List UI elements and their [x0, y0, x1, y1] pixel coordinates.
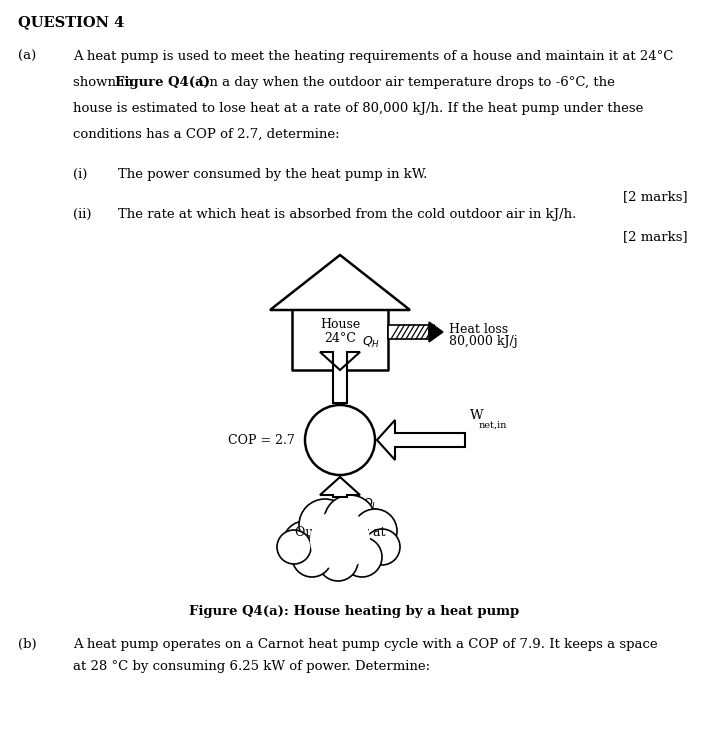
Bar [388, 325, 429, 339]
Text: . On a day when the outdoor air temperature drops to -6°C, the: . On a day when the outdoor air temperat… [190, 76, 615, 89]
Circle shape [292, 537, 332, 577]
Circle shape [310, 510, 370, 570]
Text: conditions has a COP of 2.7, determine:: conditions has a COP of 2.7, determine: [73, 128, 340, 141]
Text: $Q_L$: $Q_L$ [362, 497, 378, 512]
Text: COP = 2.7: COP = 2.7 [228, 434, 295, 447]
Text: A heat pump is used to meet the heating requirements of a house and maintain it : A heat pump is used to meet the heating … [73, 50, 673, 63]
Circle shape [283, 521, 327, 565]
Text: -6°C: -6°C [326, 542, 354, 556]
Text: W: W [470, 409, 484, 422]
Polygon shape [320, 477, 360, 497]
Text: (ii): (ii) [73, 208, 91, 221]
Text: net,in: net,in [479, 421, 508, 430]
Polygon shape [320, 352, 360, 403]
Text: [2 marks]: [2 marks] [623, 230, 688, 243]
Text: [2 marks]: [2 marks] [623, 190, 688, 203]
Text: House: House [320, 318, 360, 331]
Text: Figure Q4(a): Figure Q4(a) [115, 76, 210, 89]
Circle shape [299, 499, 351, 551]
Text: Figure Q4(a): House heating by a heat pump: Figure Q4(a): House heating by a heat pu… [189, 605, 519, 618]
Circle shape [318, 541, 358, 581]
Polygon shape [377, 420, 465, 460]
Text: $Q_H$: $Q_H$ [362, 335, 380, 350]
Text: (i): (i) [73, 168, 87, 181]
Circle shape [364, 529, 400, 565]
Text: Outdoor air at: Outdoor air at [295, 526, 385, 539]
Circle shape [277, 530, 311, 564]
Circle shape [324, 495, 376, 547]
Circle shape [305, 405, 375, 475]
Circle shape [353, 509, 397, 553]
Circle shape [342, 537, 382, 577]
Text: The power consumed by the heat pump in kW.: The power consumed by the heat pump in k… [118, 168, 428, 181]
Text: A heat pump operates on a Carnot heat pump cycle with a COP of 7.9. It keeps a s: A heat pump operates on a Carnot heat pu… [73, 638, 658, 651]
Text: (a): (a) [18, 50, 36, 63]
Text: 80,000 kJ/j: 80,000 kJ/j [449, 335, 518, 348]
Text: The rate at which heat is absorbed from the cold outdoor air in kJ/h.: The rate at which heat is absorbed from … [118, 208, 576, 221]
Text: 24°C: 24°C [324, 332, 356, 345]
Text: HP: HP [329, 433, 350, 447]
Text: house is estimated to lose heat at a rate of 80,000 kJ/h. If the heat pump under: house is estimated to lose heat at a rat… [73, 102, 644, 115]
Text: at 28 °C by consuming 6.25 kW of power. Determine:: at 28 °C by consuming 6.25 kW of power. … [73, 660, 430, 673]
Polygon shape [429, 322, 443, 342]
Text: Heat loss: Heat loss [449, 323, 508, 336]
Text: shown in: shown in [73, 76, 137, 89]
Text: (b): (b) [18, 638, 37, 651]
Text: QUESTION 4: QUESTION 4 [18, 15, 124, 29]
